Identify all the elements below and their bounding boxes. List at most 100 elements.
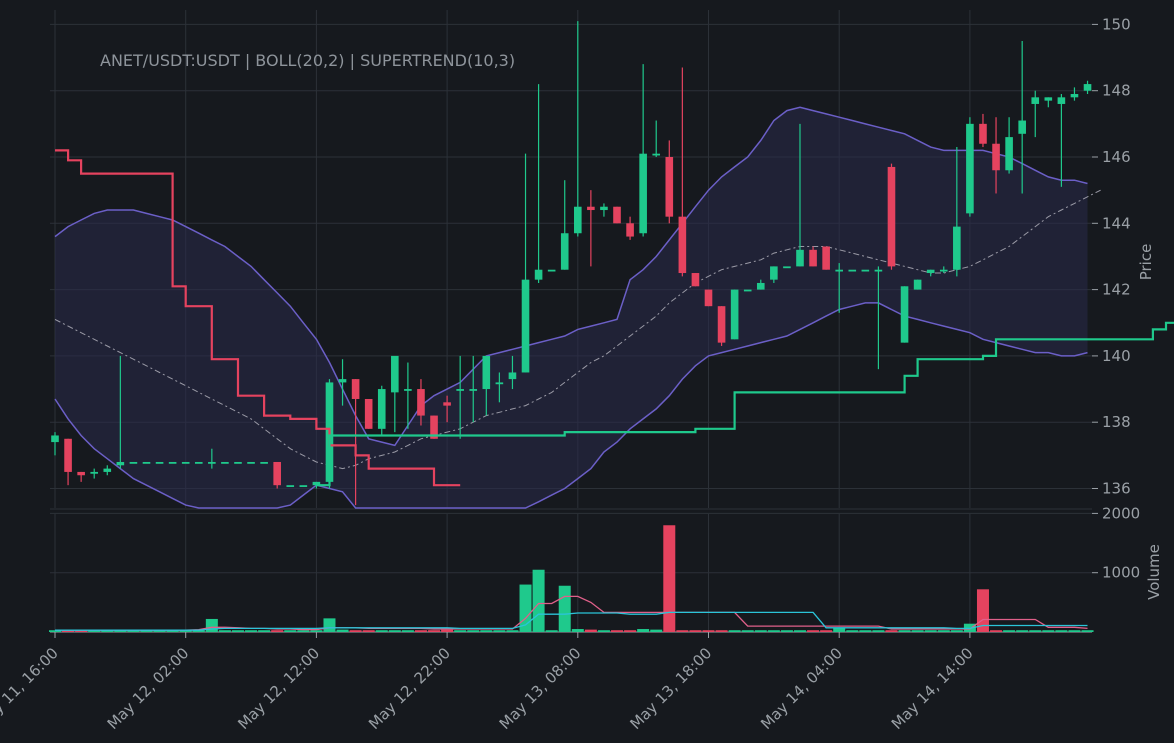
candle bbox=[939, 266, 948, 274]
candle bbox=[260, 461, 268, 464]
volume-bar bbox=[833, 628, 846, 632]
candle bbox=[953, 147, 961, 277]
candle bbox=[835, 263, 843, 313]
candle bbox=[887, 163, 896, 270]
candle bbox=[979, 113, 987, 148]
candle bbox=[208, 448, 216, 469]
candle-body bbox=[77, 471, 85, 476]
candle bbox=[116, 355, 125, 469]
volume-bar bbox=[624, 630, 637, 632]
candle bbox=[874, 266, 883, 370]
candle-body bbox=[103, 468, 112, 472]
candle-body bbox=[613, 206, 621, 224]
candle-body bbox=[600, 206, 608, 211]
volume-bar bbox=[793, 630, 806, 632]
volume-bar bbox=[676, 630, 689, 632]
candle-body bbox=[430, 415, 438, 439]
candle bbox=[247, 461, 255, 464]
candle bbox=[142, 461, 151, 464]
volume-bar bbox=[950, 630, 963, 632]
candle-body bbox=[665, 157, 674, 217]
volume-bar bbox=[310, 630, 323, 632]
candle bbox=[286, 485, 295, 487]
volume-ma-cyan-line bbox=[55, 611, 1088, 631]
candle bbox=[652, 120, 661, 157]
candle-body bbox=[482, 355, 491, 390]
volume-bar bbox=[88, 630, 101, 632]
candle bbox=[587, 190, 595, 267]
candle bbox=[404, 362, 412, 429]
candle bbox=[783, 266, 791, 269]
volume-bar bbox=[780, 630, 793, 632]
candle-body bbox=[874, 269, 883, 272]
volume-bar bbox=[297, 630, 310, 632]
volume-bar bbox=[127, 630, 140, 632]
candle bbox=[639, 64, 647, 237]
volume-bar bbox=[689, 630, 702, 632]
candle-body bbox=[417, 389, 425, 416]
candle bbox=[534, 84, 543, 283]
candle bbox=[181, 461, 190, 464]
candle-body bbox=[1057, 97, 1066, 104]
candle bbox=[1070, 87, 1079, 101]
candle-body bbox=[391, 355, 399, 393]
candle-body bbox=[1018, 120, 1026, 134]
volume-bar bbox=[336, 629, 349, 632]
chart-title: ANET/USDT:USDT | BOLL(20,2) | SUPERTREND… bbox=[100, 51, 515, 70]
candle-body bbox=[90, 471, 99, 474]
volume-bar bbox=[166, 630, 179, 632]
candle-body bbox=[1031, 97, 1040, 104]
volume-bar bbox=[637, 629, 650, 632]
candle-body bbox=[770, 266, 778, 280]
candle-body bbox=[234, 461, 242, 464]
volume-bar bbox=[258, 630, 271, 632]
candle-body bbox=[626, 223, 634, 237]
candle-body bbox=[155, 461, 164, 464]
volume-bar bbox=[741, 630, 754, 632]
candle bbox=[822, 246, 830, 270]
candle bbox=[364, 398, 373, 429]
volume-bar bbox=[428, 630, 441, 632]
volume-bar bbox=[441, 629, 454, 632]
candle bbox=[469, 355, 478, 423]
candle-body bbox=[338, 379, 347, 383]
volume-grid bbox=[50, 512, 1092, 633]
volume-bar bbox=[493, 630, 506, 632]
candle-body bbox=[129, 461, 138, 464]
volume-bar bbox=[375, 630, 388, 632]
candle-body bbox=[783, 266, 791, 269]
volume-bar bbox=[114, 630, 127, 632]
volume-bar bbox=[323, 618, 336, 632]
candle bbox=[221, 461, 229, 464]
candle bbox=[299, 485, 308, 487]
volume-bar bbox=[584, 629, 597, 632]
candle-body bbox=[286, 485, 295, 487]
candle bbox=[809, 246, 817, 267]
y-tick-label: 138 bbox=[1102, 413, 1131, 431]
volume-bar bbox=[663, 525, 676, 632]
candle-body bbox=[247, 461, 255, 464]
volume-bar bbox=[702, 630, 715, 632]
candle bbox=[574, 21, 582, 237]
candle bbox=[338, 359, 347, 406]
candle bbox=[756, 279, 765, 290]
candle bbox=[273, 461, 281, 489]
y-tick-label: 146 bbox=[1102, 148, 1131, 166]
price-axis-ticks: 136 138 140 142 144 146 148 150 bbox=[1092, 15, 1131, 498]
candle bbox=[926, 269, 935, 277]
candle bbox=[626, 216, 634, 240]
volume-bar bbox=[140, 630, 153, 632]
candle-body bbox=[639, 153, 647, 234]
volume-bar bbox=[990, 630, 1003, 632]
candle-body bbox=[756, 282, 765, 290]
candle bbox=[966, 117, 974, 217]
candle-body bbox=[495, 382, 504, 385]
candle bbox=[861, 269, 870, 272]
candle bbox=[1057, 94, 1066, 187]
y-tick-label: 148 bbox=[1102, 82, 1131, 100]
candle bbox=[992, 117, 1000, 194]
volume-bar bbox=[192, 630, 205, 632]
candle-body bbox=[809, 249, 817, 267]
bollinger-band-fill bbox=[55, 107, 1088, 509]
